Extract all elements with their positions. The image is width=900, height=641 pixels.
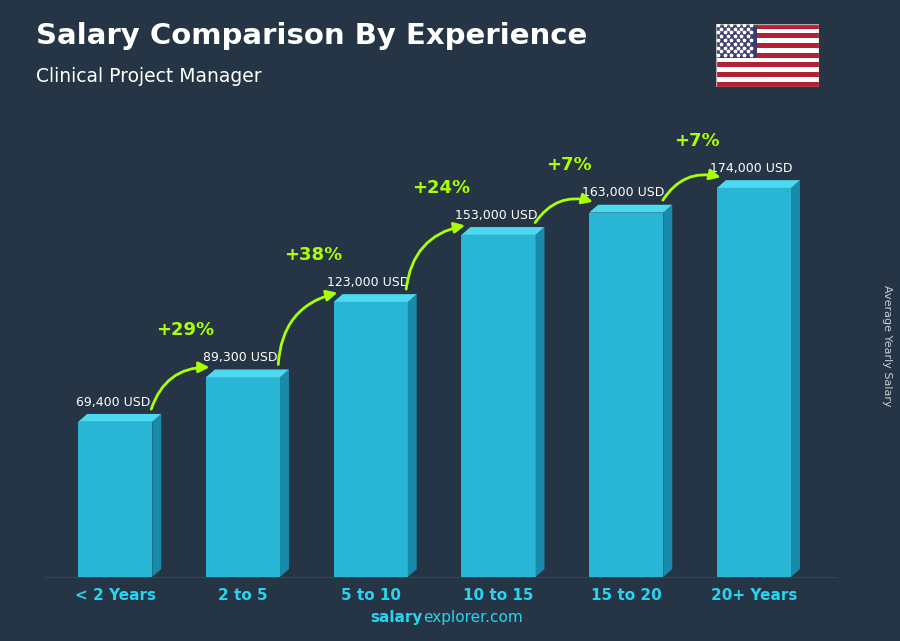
Bar [334,302,408,577]
Bar [717,188,791,577]
Polygon shape [206,369,289,378]
Bar [716,62,819,67]
Bar [716,67,819,72]
Text: +24%: +24% [412,179,470,197]
Text: 89,300 USD: 89,300 USD [203,351,278,364]
Text: +29%: +29% [157,321,214,339]
Text: +7%: +7% [546,156,591,174]
Text: Clinical Project Manager: Clinical Project Manager [36,67,262,87]
Bar [462,235,536,577]
Text: Salary Comparison By Experience: Salary Comparison By Experience [36,22,587,51]
Text: 174,000 USD: 174,000 USD [710,162,793,175]
Bar [716,53,819,58]
Bar [716,81,819,87]
Text: explorer.com: explorer.com [423,610,523,625]
Text: 153,000 USD: 153,000 USD [454,209,537,222]
Text: 123,000 USD: 123,000 USD [327,276,410,289]
Polygon shape [78,414,161,422]
Bar [716,43,819,48]
Bar [716,72,819,77]
Bar [716,58,819,62]
Bar [716,38,819,43]
Bar [716,24,757,58]
Polygon shape [280,369,289,577]
Polygon shape [590,204,672,213]
Text: salary: salary [371,610,423,625]
Polygon shape [791,180,800,577]
Polygon shape [334,294,417,302]
Text: Average Yearly Salary: Average Yearly Salary [881,285,892,407]
Text: +38%: +38% [284,246,342,263]
Bar [590,213,663,577]
Polygon shape [408,294,417,577]
Text: +7%: +7% [674,131,719,149]
Polygon shape [663,204,672,577]
Bar [716,48,819,53]
Bar [716,33,819,38]
Bar [716,77,819,81]
Bar [716,24,819,29]
Bar [206,378,280,577]
Polygon shape [152,414,161,577]
Text: 69,400 USD: 69,400 USD [76,395,150,409]
Polygon shape [536,227,544,577]
Bar [78,422,152,577]
Polygon shape [717,180,800,188]
Text: 163,000 USD: 163,000 USD [582,187,665,199]
Bar [716,29,819,33]
Polygon shape [462,227,544,235]
